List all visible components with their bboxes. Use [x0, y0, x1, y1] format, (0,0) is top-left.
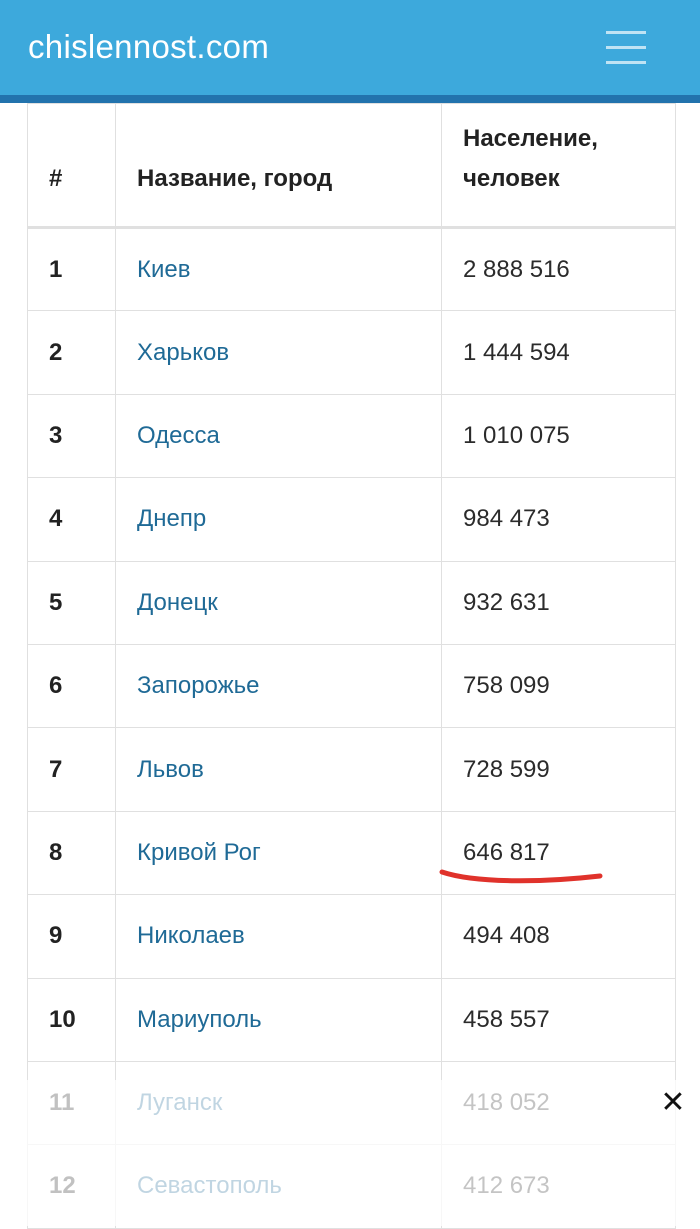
population-header-text: Население, человек [463, 125, 598, 192]
city-link[interactable]: Николаев [137, 922, 245, 950]
rank-cell: 4 [27, 477, 116, 562]
column-header-city: Название, город [115, 103, 442, 229]
column-header-rank: # [27, 103, 116, 229]
rank-cell: 6 [27, 643, 116, 729]
city-link[interactable]: Кривой Рог [137, 838, 261, 866]
population-cell: 646 817 [441, 810, 676, 896]
city-link[interactable]: Запорожье [137, 672, 260, 700]
city-link[interactable]: Львов [137, 755, 204, 783]
column-header-population: Население, человек [441, 103, 676, 229]
rank-cell: 8 [27, 810, 116, 896]
city-cell: Мариуполь [115, 977, 442, 1062]
city-cell: Запорожье [115, 643, 442, 729]
table-row: 9 Николаев 494 408 [27, 894, 676, 979]
rank-cell: 7 [27, 727, 116, 812]
city-cell: Харьков [115, 310, 442, 395]
population-cell: 932 631 [441, 560, 676, 645]
table-header-row: # Название, город Население, человек [27, 103, 676, 229]
table-row: 1 Киев 2 888 516 [27, 226, 676, 312]
population-cell: 494 408 [441, 894, 676, 979]
site-header: chislennost.com [0, 0, 700, 95]
population-cell: 1 444 594 [441, 310, 676, 395]
population-cell: 758 099 [441, 643, 676, 729]
city-link[interactable]: Донецк [137, 588, 218, 616]
population-cell: 728 599 [441, 727, 676, 812]
city-cell: Донецк [115, 560, 442, 645]
rank-cell: 1 [27, 226, 116, 312]
header-accent-stripe [0, 95, 700, 103]
rank-cell: 9 [27, 894, 116, 979]
site-logo-link[interactable]: chislennost.com [28, 28, 270, 65]
table-row: 6 Запорожье 758 099 [27, 643, 676, 729]
city-cell: Днепр [115, 477, 442, 562]
city-link[interactable]: Днепр [137, 505, 207, 533]
rank-cell: 2 [27, 310, 116, 395]
table-row: 4 Днепр 984 473 [27, 477, 676, 562]
city-cell: Кривой Рог [115, 810, 442, 896]
population-cell: 2 888 516 [441, 226, 676, 312]
city-cell: Киев [115, 226, 442, 312]
table-row: 8 Кривой Рог 646 817 [27, 810, 676, 896]
rank-cell: 5 [27, 560, 116, 645]
rank-cell: 10 [27, 977, 116, 1062]
close-icon[interactable]: ✕ [660, 1086, 686, 1119]
population-cell: 458 557 [441, 977, 676, 1062]
table-row: 3 Одесса 1 010 075 [27, 393, 676, 479]
city-link[interactable]: Одесса [137, 421, 220, 449]
city-cell: Одесса [115, 393, 442, 479]
city-population-table: # Название, город Население, человек 1 Ки… [27, 103, 676, 1229]
table-row: 10 Мариуполь 458 557 [27, 977, 676, 1062]
population-cell: 984 473 [441, 477, 676, 562]
menu-bar-line [606, 31, 646, 34]
city-link[interactable]: Киев [137, 255, 191, 283]
table-row: 2 Харьков 1 444 594 [27, 310, 676, 395]
table-row: 5 Донецк 932 631 [27, 560, 676, 645]
population-cell: 1 010 075 [441, 393, 676, 479]
city-link[interactable]: Харьков [137, 338, 230, 366]
menu-bar-line [606, 61, 646, 64]
ad-overlay [0, 1080, 700, 1226]
city-cell: Николаев [115, 894, 442, 979]
rank-cell: 3 [27, 393, 116, 479]
hamburger-menu-icon[interactable] [600, 28, 652, 68]
city-link[interactable]: Мариуполь [137, 1005, 262, 1033]
table-row: 7 Львов 728 599 [27, 727, 676, 812]
menu-bar-line [606, 46, 646, 49]
city-cell: Львов [115, 727, 442, 812]
